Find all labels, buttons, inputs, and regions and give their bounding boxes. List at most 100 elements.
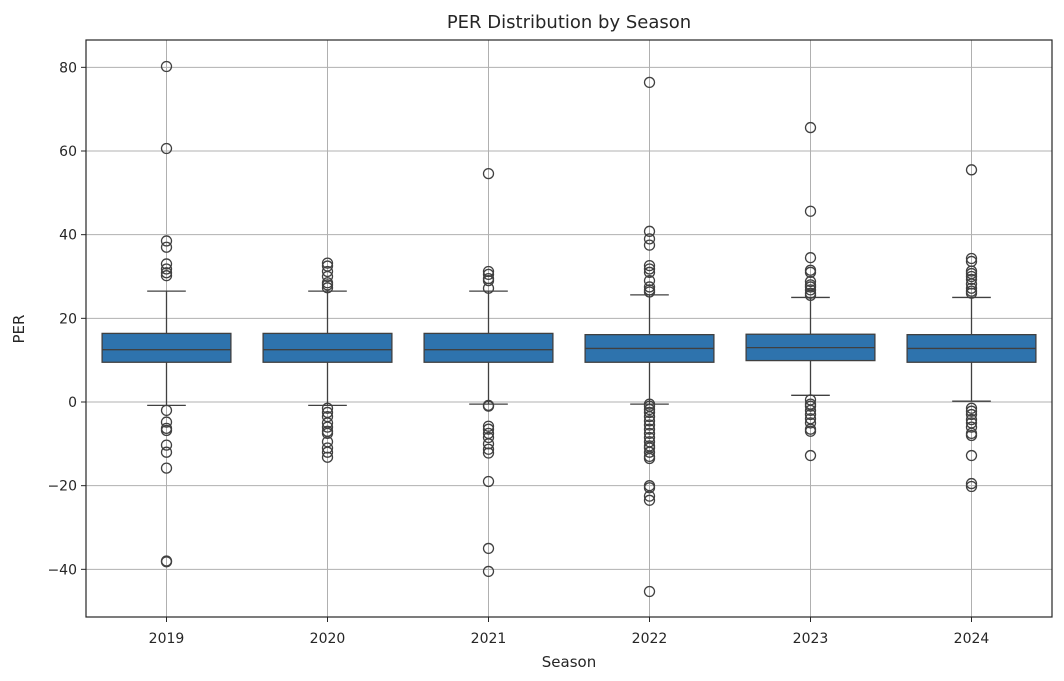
outlier-point — [804, 275, 817, 288]
outlier-point — [482, 447, 495, 459]
outlier-point — [804, 252, 817, 264]
outlier-point — [804, 289, 817, 301]
outlier-point — [965, 164, 978, 176]
outlier-point — [643, 239, 656, 251]
outlier-point — [160, 142, 173, 155]
outlier-point — [482, 423, 495, 435]
box-group-2022 — [584, 76, 715, 598]
outlier-point — [965, 278, 978, 290]
outlier-point — [643, 225, 656, 237]
x-tick-label: 2024 — [954, 631, 990, 647]
outlier-point — [643, 427, 656, 440]
outlier-point — [965, 408, 978, 421]
outlier-point — [160, 235, 173, 247]
box-group-2023 — [745, 121, 876, 462]
outlier-point — [321, 265, 334, 278]
outlier-point — [804, 404, 817, 417]
outlier-point — [965, 252, 978, 265]
outlier-point — [160, 462, 173, 474]
outlier-point — [965, 421, 978, 433]
outlier-point — [965, 413, 978, 426]
outlier-point — [804, 266, 817, 278]
outlier-point — [643, 76, 656, 89]
y-tick-label: 0 — [68, 395, 77, 411]
outlier-point — [160, 404, 173, 417]
outlier-point — [643, 419, 656, 431]
box-group-2020 — [262, 257, 393, 463]
outlier-point — [965, 282, 978, 294]
y-tick-label: −20 — [47, 479, 77, 495]
outlier-point — [321, 270, 334, 283]
box-iqr — [262, 332, 393, 363]
outlier-point — [482, 475, 495, 488]
outlier-point — [643, 275, 656, 287]
outlier-point — [804, 121, 817, 134]
outlier-point — [643, 482, 656, 494]
box-layer — [101, 60, 1037, 598]
outlier-point — [160, 556, 173, 568]
outlier-point — [482, 400, 495, 412]
outlier-point — [321, 402, 334, 414]
outlier-point — [321, 446, 334, 458]
outlier-point — [643, 286, 656, 298]
outlier-point — [804, 408, 817, 421]
outlier-point — [965, 402, 978, 414]
outlier-point — [643, 494, 656, 506]
x-tick-label: 2023 — [793, 631, 829, 647]
outlier-point — [482, 438, 495, 450]
x-axis-label: Season — [542, 653, 596, 671]
outlier-point — [321, 282, 334, 294]
outlier-point — [965, 287, 978, 299]
outlier-point — [643, 266, 656, 278]
y-axis-label: PER — [10, 315, 28, 344]
chart-title: PER Distribution by Season — [447, 12, 691, 33]
outlier-point — [804, 425, 817, 437]
outlier-point — [482, 420, 495, 432]
outlier-point — [965, 270, 978, 283]
outlier-point — [643, 233, 656, 245]
outlier-point — [643, 415, 656, 427]
outlier-point — [643, 446, 656, 458]
outlier-point — [321, 442, 334, 454]
outlier-point — [643, 259, 656, 272]
outlier-point — [804, 281, 817, 293]
outlier-point — [965, 273, 978, 286]
plot-frame — [85, 39, 1053, 618]
outlier-point — [643, 410, 656, 423]
box-group-2019 — [101, 60, 232, 568]
outlier-point — [965, 477, 978, 490]
outlier-point — [965, 405, 978, 417]
outlier-point — [482, 431, 495, 444]
outlier-point — [643, 452, 656, 465]
x-tick-label: 2019 — [149, 631, 185, 647]
outlier-point — [804, 449, 817, 462]
y-tick-label: −40 — [47, 562, 77, 578]
outlier-point — [482, 268, 495, 281]
outlier-point — [804, 205, 817, 217]
outlier-point — [643, 585, 656, 598]
outlier-point — [321, 451, 334, 463]
outlier-point — [321, 427, 334, 440]
outlier-point — [482, 275, 495, 287]
outlier-point — [482, 167, 495, 180]
y-tick-label: 80 — [59, 60, 77, 76]
outlier-point — [965, 449, 978, 462]
outlier-point — [160, 241, 173, 253]
outlier-point — [160, 439, 173, 451]
box-iqr — [101, 332, 232, 363]
box-iqr — [423, 332, 554, 363]
outlier-point — [160, 267, 173, 279]
outlier-point — [482, 542, 495, 555]
outlier-point — [482, 265, 495, 278]
x-tick-label: 2020 — [310, 631, 346, 647]
tick-layer: −40 −20 0 20 40 60 80 2019 2020 2021 2022 2023 2024 — [47, 60, 989, 647]
outlier-point — [160, 60, 173, 73]
outlier-point — [643, 263, 656, 275]
box-group-2021 — [423, 167, 554, 578]
outlier-point — [643, 423, 656, 435]
outlier-point — [160, 424, 173, 437]
outlier-point — [482, 565, 495, 578]
outlier-point — [160, 270, 173, 282]
outlier-point — [160, 263, 173, 275]
